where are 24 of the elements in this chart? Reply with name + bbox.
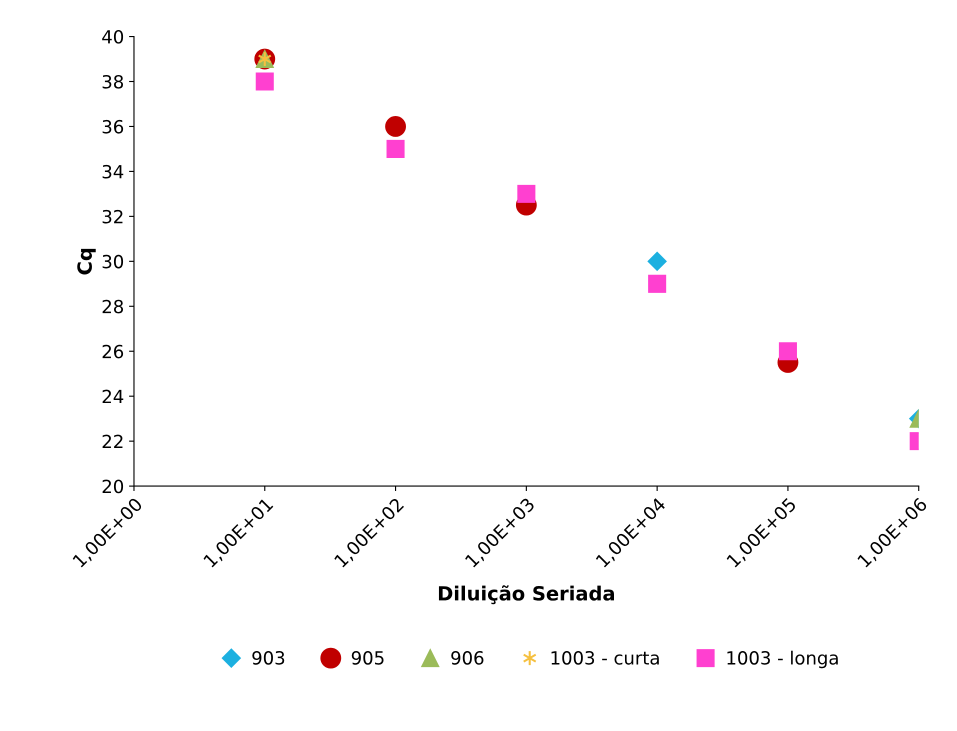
y-axis-title: Cq — [77, 248, 96, 274]
point — [778, 342, 797, 360]
y-tick-label: 28 — [102, 300, 124, 314]
point — [385, 116, 406, 137]
point — [256, 72, 274, 91]
legend-label: 1003 - longa — [727, 650, 838, 668]
y-tick-label: 26 — [102, 344, 124, 358]
legend-label: 906 — [451, 651, 484, 665]
point — [648, 274, 666, 293]
y-tick-label: 30 — [102, 254, 124, 268]
y-tick-label: 38 — [102, 74, 124, 89]
x-axis-title: Diluição Seriada — [438, 585, 614, 604]
y-tick-label: 32 — [102, 210, 122, 224]
legend-label: 903 — [252, 651, 284, 665]
point — [517, 184, 536, 203]
legend-label: 1003 - curta — [552, 651, 659, 665]
y-tick-label: 34 — [102, 164, 124, 179]
legend-label: 905 — [352, 651, 384, 665]
y-tick-label: 20 — [102, 480, 124, 494]
y-tick-label: 24 — [102, 390, 124, 404]
point — [386, 140, 405, 158]
y-tick-label: 36 — [102, 120, 124, 134]
y-tick-label: 40 — [102, 30, 124, 44]
y-tick-label: 22 — [102, 434, 122, 448]
